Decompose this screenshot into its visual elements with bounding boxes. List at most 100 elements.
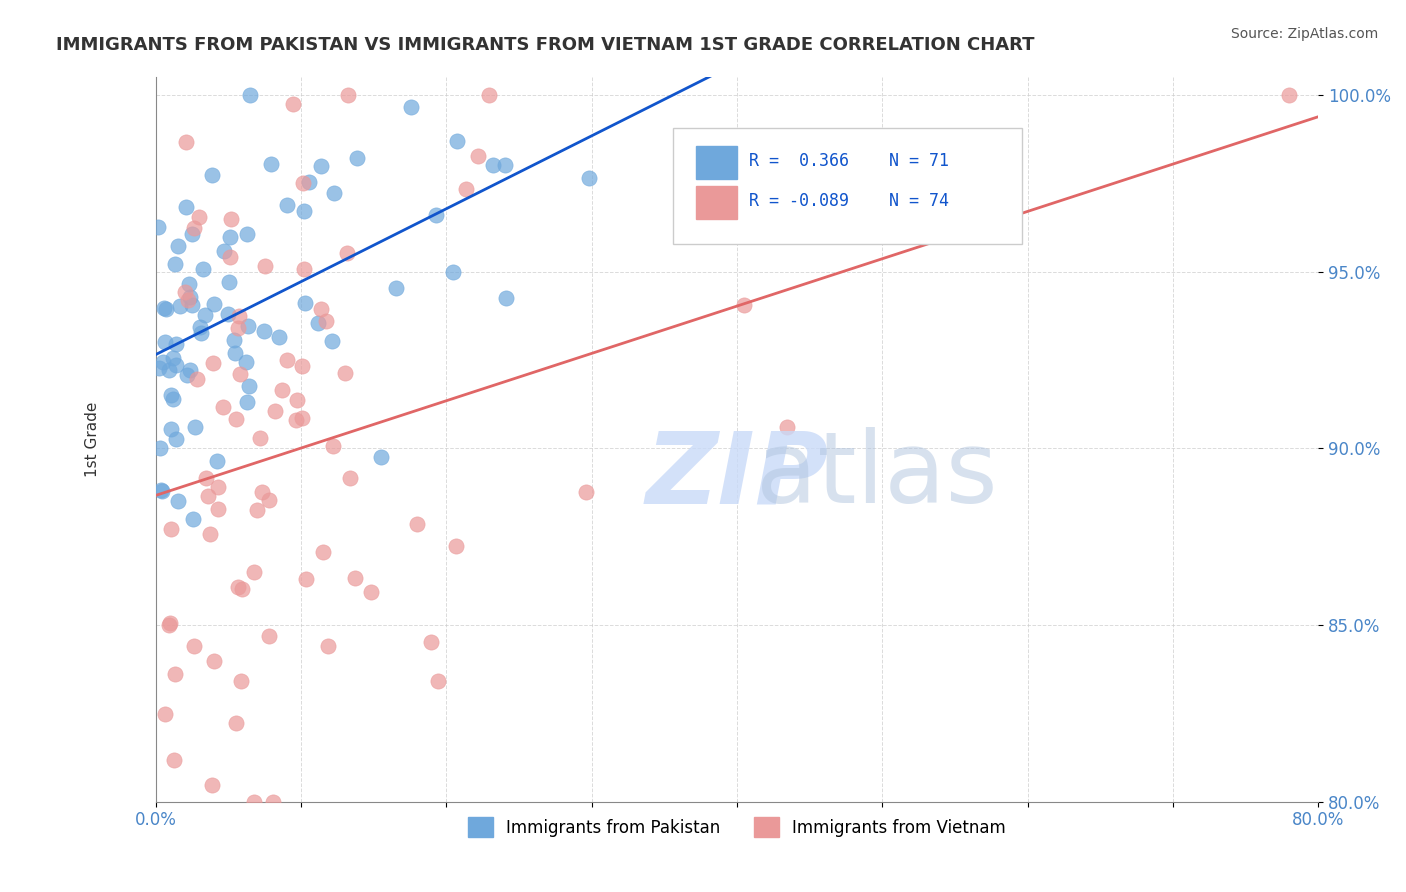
Text: IMMIGRANTS FROM PAKISTAN VS IMMIGRANTS FROM VIETNAM 1ST GRADE CORRELATION CHART: IMMIGRANTS FROM PAKISTAN VS IMMIGRANTS F… xyxy=(56,36,1035,54)
Point xyxy=(425,208,447,222)
Point xyxy=(285,392,308,407)
Point xyxy=(399,101,422,115)
Text: Source: ZipAtlas.com: Source: ZipAtlas.com xyxy=(1230,27,1378,41)
Point xyxy=(236,395,259,409)
Point xyxy=(333,366,356,380)
Point xyxy=(157,362,180,376)
Point xyxy=(181,298,204,312)
Point xyxy=(160,521,183,535)
Point xyxy=(150,483,173,498)
Point xyxy=(252,484,274,499)
Point xyxy=(194,308,217,322)
Point xyxy=(163,753,186,767)
Point xyxy=(183,639,205,653)
Point xyxy=(219,250,242,264)
Point xyxy=(152,301,174,315)
Point xyxy=(236,227,259,242)
Point xyxy=(494,158,516,172)
Point xyxy=(191,261,214,276)
Point xyxy=(186,372,208,386)
Point xyxy=(276,352,298,367)
Point xyxy=(195,471,218,485)
Point xyxy=(246,503,269,517)
Point xyxy=(481,158,503,172)
Point xyxy=(239,88,262,103)
Point xyxy=(264,404,287,418)
Point xyxy=(321,334,343,348)
Point xyxy=(181,227,204,242)
Point xyxy=(149,441,172,455)
Point xyxy=(174,135,197,149)
Point xyxy=(262,795,284,809)
Point xyxy=(165,336,187,351)
Point xyxy=(222,333,245,347)
Point xyxy=(211,400,233,414)
Point xyxy=(238,379,260,393)
Text: atlas: atlas xyxy=(756,427,997,524)
Point xyxy=(152,355,174,369)
Point xyxy=(169,299,191,313)
Point xyxy=(218,275,240,289)
Point xyxy=(276,198,298,212)
Point xyxy=(426,674,449,689)
Point xyxy=(184,420,207,434)
Point xyxy=(307,316,329,330)
Point xyxy=(166,493,188,508)
Point xyxy=(384,281,406,295)
Text: ZIP: ZIP xyxy=(645,427,828,524)
Point xyxy=(197,489,219,503)
Y-axis label: 1st Grade: 1st Grade xyxy=(86,401,100,477)
Point xyxy=(228,309,250,323)
Point xyxy=(181,512,204,526)
Point xyxy=(160,388,183,402)
Point xyxy=(290,411,312,425)
Point xyxy=(578,171,600,186)
Point xyxy=(236,319,259,334)
Point xyxy=(360,585,382,599)
Point xyxy=(221,212,243,227)
Point xyxy=(165,358,187,372)
Point xyxy=(478,88,501,103)
Point xyxy=(370,450,392,464)
Point xyxy=(260,157,283,171)
Point xyxy=(207,502,229,516)
Point xyxy=(198,527,221,541)
Point xyxy=(163,666,186,681)
Point xyxy=(292,261,315,276)
Point xyxy=(201,778,224,792)
Point xyxy=(153,706,176,721)
Point xyxy=(179,291,201,305)
Point xyxy=(283,96,305,111)
Bar xyxy=(696,186,737,219)
Point xyxy=(420,635,443,649)
Point xyxy=(249,431,271,445)
Point xyxy=(219,230,242,244)
Point xyxy=(298,175,321,189)
Point xyxy=(177,277,200,292)
Point xyxy=(149,483,172,497)
Point xyxy=(176,368,198,382)
Point xyxy=(316,639,339,653)
Point xyxy=(733,298,755,312)
Point xyxy=(224,345,246,359)
Point xyxy=(173,285,195,299)
Point xyxy=(446,134,468,148)
Text: R =  0.366    N = 71: R = 0.366 N = 71 xyxy=(748,152,949,169)
Point xyxy=(291,359,314,373)
Point xyxy=(312,544,335,558)
Point xyxy=(294,572,316,586)
Point xyxy=(444,539,467,553)
Point xyxy=(162,392,184,406)
Point xyxy=(323,186,346,200)
Point xyxy=(574,485,596,500)
Point xyxy=(188,319,211,334)
Point xyxy=(456,182,478,196)
Point xyxy=(160,422,183,436)
Point xyxy=(253,324,276,338)
Point xyxy=(225,716,247,731)
Point xyxy=(183,221,205,235)
Point xyxy=(257,493,280,508)
Point xyxy=(201,356,224,370)
Point xyxy=(229,368,252,382)
Point xyxy=(1278,88,1301,103)
